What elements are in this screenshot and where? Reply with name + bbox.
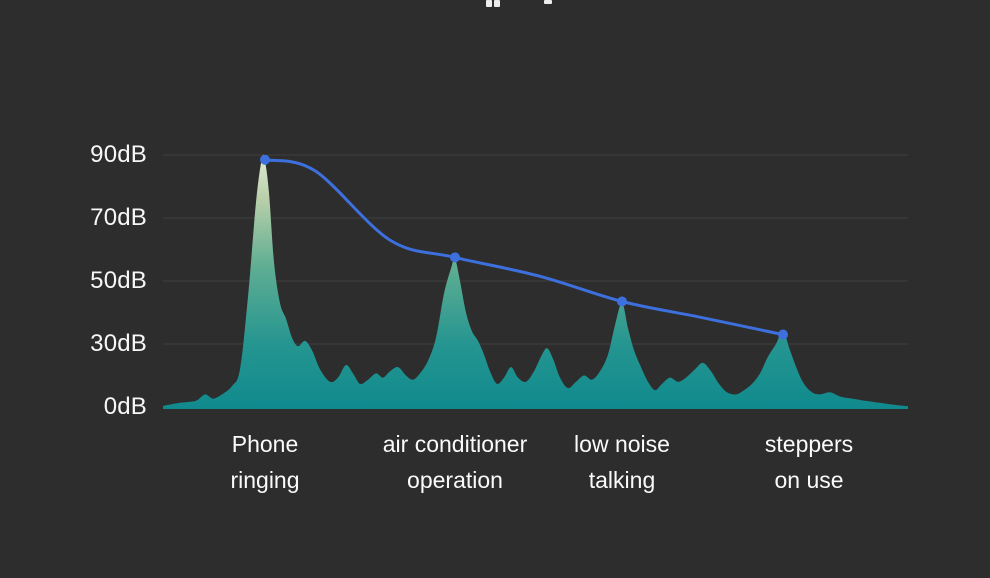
category-label-steppers: steppers on use: [679, 426, 939, 498]
y-axis-tick-label: 0dB: [103, 393, 147, 420]
peak-trend-line: [263, 158, 785, 337]
data-point-marker: [617, 296, 627, 307]
data-point-marker: [450, 252, 460, 263]
cropped-text-fragment: [544, 0, 552, 4]
data-point-marker: [778, 329, 788, 340]
category-line-1: air conditioner: [382, 431, 528, 457]
noise-area-fill: [163, 154, 908, 409]
category-line-1: Phone: [231, 431, 299, 457]
category-label-phone-ringing: Phone ringing: [135, 426, 395, 498]
category-label-low-noise: low noise talking: [492, 426, 752, 498]
category-line-2: ringing: [230, 467, 300, 493]
category-line-2: on use: [774, 467, 844, 493]
y-axis-tick-label: 70dB: [90, 204, 147, 231]
category-line-2: operation: [407, 467, 503, 493]
y-axis-tick-label: 90dB: [90, 141, 147, 168]
y-axis-tick-label: 50dB: [90, 267, 147, 294]
category-line-1: low noise: [574, 431, 670, 457]
cropped-text-fragment: [486, 0, 492, 7]
category-line-2: talking: [588, 467, 656, 493]
data-point-marker: [260, 154, 270, 165]
y-axis-tick-label: 30dB: [90, 330, 147, 357]
category-line-1: steppers: [764, 431, 854, 457]
category-label-air-conditioner: air conditioner operation: [325, 426, 585, 498]
cropped-text-fragment: [494, 0, 500, 7]
